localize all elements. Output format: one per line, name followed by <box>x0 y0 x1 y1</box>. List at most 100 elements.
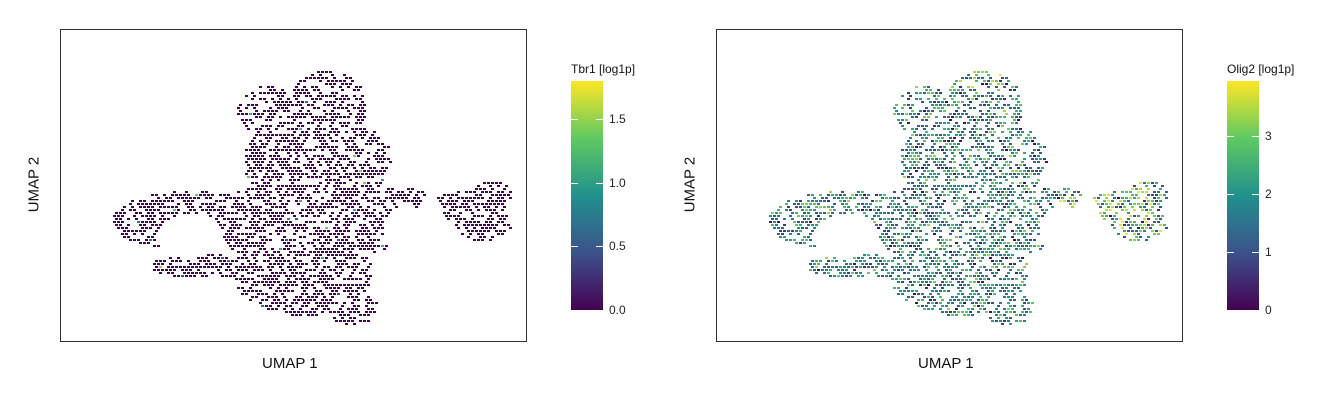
cell-point <box>917 269 920 271</box>
cell-point <box>301 125 304 127</box>
cell-point <box>287 140 290 142</box>
cell-point <box>969 227 972 229</box>
cell-point <box>377 227 380 229</box>
cell-point <box>1013 209 1016 211</box>
cell-point <box>949 311 952 313</box>
cell-point <box>977 293 980 295</box>
cell-point <box>975 230 978 232</box>
cell-point <box>489 191 492 193</box>
cell-point <box>791 218 794 220</box>
colorbar-tick-mark <box>596 182 603 184</box>
cell-point <box>377 221 380 223</box>
cell-point <box>295 278 298 280</box>
cell-point <box>263 248 266 250</box>
cell-point <box>489 215 492 217</box>
cell-point <box>477 233 480 235</box>
cell-point <box>893 113 896 115</box>
cell-point <box>837 275 840 277</box>
cell-point <box>999 182 1002 184</box>
cell-point <box>987 194 990 196</box>
cell-point <box>911 164 914 166</box>
cell-point <box>345 227 348 229</box>
cell-point <box>185 269 188 271</box>
cell-point <box>1159 200 1162 202</box>
cell-point <box>503 206 506 208</box>
cell-point <box>251 296 254 298</box>
cell-point <box>961 155 964 157</box>
cell-point <box>309 299 312 301</box>
cell-point <box>1009 95 1012 97</box>
cell-point <box>991 266 994 268</box>
cell-point <box>293 113 296 115</box>
cell-point <box>279 116 282 118</box>
cell-point <box>901 257 904 259</box>
cell-point <box>1001 227 1004 229</box>
cell-point <box>343 218 346 220</box>
cell-point <box>1025 233 1028 235</box>
cell-point <box>977 269 980 271</box>
cell-point <box>1111 224 1114 226</box>
cell-point <box>811 194 814 196</box>
cell-point <box>153 209 156 211</box>
cell-point <box>347 278 350 280</box>
cell-point <box>303 134 306 136</box>
cell-point <box>979 236 982 238</box>
cell-point <box>297 161 300 163</box>
cell-point <box>975 122 978 124</box>
cell-point <box>163 194 166 196</box>
cell-point <box>117 215 120 217</box>
cell-point <box>259 206 262 208</box>
cell-point <box>877 275 880 277</box>
cell-point <box>307 278 310 280</box>
cell-point <box>1153 185 1156 187</box>
cell-point <box>315 206 318 208</box>
cell-point <box>339 200 342 202</box>
cell-point <box>319 242 322 244</box>
cell-point <box>247 278 250 280</box>
cell-point <box>189 203 192 205</box>
cell-point <box>777 233 780 235</box>
cell-point <box>1141 203 1144 205</box>
cell-point <box>269 131 272 133</box>
cell-point <box>963 278 966 280</box>
cell-point <box>131 206 134 208</box>
cell-point <box>981 191 984 193</box>
cell-point <box>943 146 946 148</box>
cell-point <box>973 71 976 73</box>
cell-point <box>295 104 298 106</box>
cell-point <box>381 161 384 163</box>
cell-point <box>985 125 988 127</box>
cell-point <box>893 287 896 289</box>
cell-point <box>255 260 258 262</box>
cell-point <box>883 194 886 196</box>
cell-point <box>241 119 244 121</box>
cell-point <box>951 104 954 106</box>
cell-point <box>1007 188 1010 190</box>
cell-point <box>815 218 818 220</box>
cell-point <box>343 176 346 178</box>
cell-point <box>917 305 920 307</box>
cell-point <box>309 209 312 211</box>
cell-point <box>239 104 242 106</box>
cell-point <box>1035 200 1038 202</box>
cell-point <box>217 221 220 223</box>
cell-point <box>291 302 294 304</box>
cell-point <box>993 245 996 247</box>
cell-point <box>953 89 956 91</box>
cell-point <box>305 287 308 289</box>
cell-point <box>999 194 1002 196</box>
cell-point <box>889 197 892 199</box>
cell-point <box>963 212 966 214</box>
cell-point <box>979 110 982 112</box>
cell-point <box>945 245 948 247</box>
cell-point <box>313 167 316 169</box>
cell-point <box>773 215 776 217</box>
cell-point <box>1031 230 1034 232</box>
cell-point <box>991 80 994 82</box>
cell-point <box>995 86 998 88</box>
cell-point <box>361 227 364 229</box>
cell-point <box>955 308 958 310</box>
cell-point <box>319 122 322 124</box>
cell-point <box>943 266 946 268</box>
cell-point <box>1131 224 1134 226</box>
